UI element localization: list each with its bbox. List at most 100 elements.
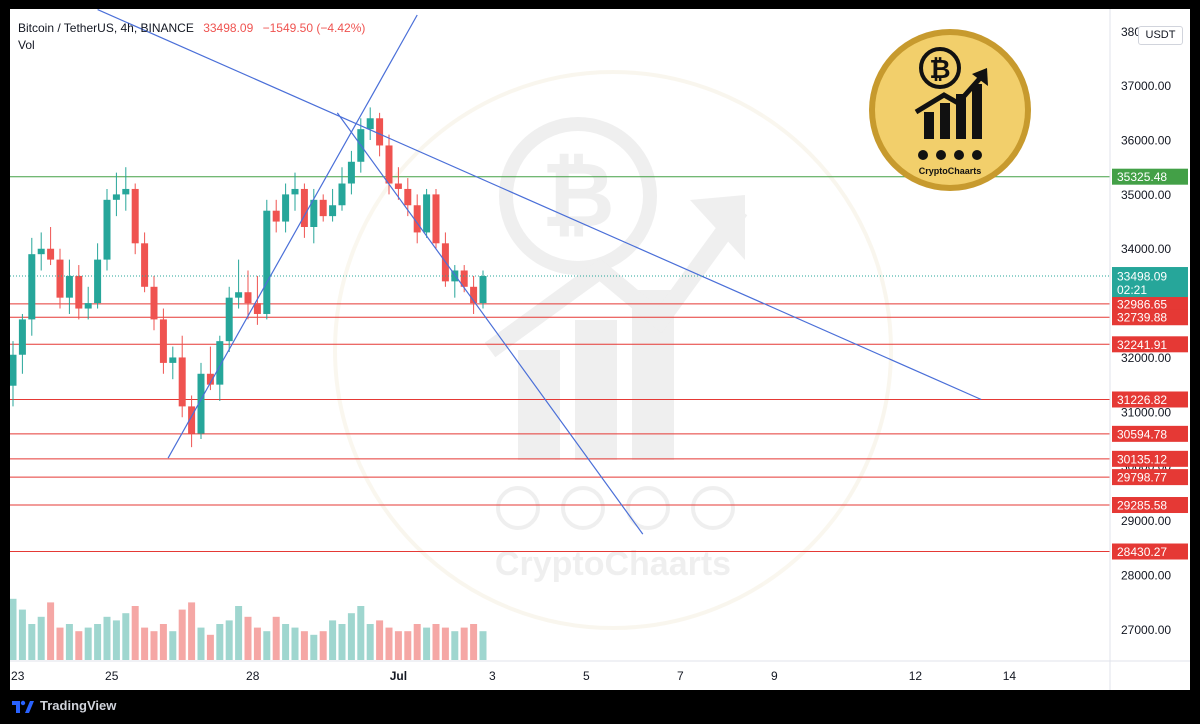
- volume-bar: [404, 631, 412, 660]
- candle-body: [10, 354, 17, 386]
- volume-bar: [169, 631, 177, 660]
- volume-bar: [460, 627, 468, 660]
- candle-body: [376, 118, 384, 146]
- last-price: 33498.09: [203, 21, 254, 35]
- candle-body: [28, 254, 36, 320]
- price-tick-label: 36000.00: [1121, 134, 1171, 148]
- candle-body: [263, 210, 271, 314]
- volume-bar: [357, 606, 365, 660]
- time-tick-label: 3: [489, 669, 496, 683]
- chart-frame: ₿ CryptoChaarts 27000.00 28000.00 29000.00…: [10, 9, 1190, 690]
- level-label-bg-9: [1112, 543, 1188, 560]
- level-label-bg-4: [1112, 391, 1188, 408]
- volume-bar: [206, 634, 214, 660]
- candle-body: [84, 303, 92, 309]
- trendlines[interactable]: [97, 9, 982, 535]
- candle-body: [18, 319, 26, 355]
- volume-bar: [18, 609, 26, 660]
- time-tick-label: Jul: [390, 669, 407, 683]
- candle-body: [300, 188, 308, 227]
- level-label-1: 32986.65: [1117, 297, 1167, 311]
- bitcoin-glyph-icon: ₿: [929, 54, 950, 84]
- candle-body: [423, 194, 431, 233]
- candle-body: [150, 286, 158, 320]
- watermark-telegram-icon: [691, 486, 735, 530]
- ascending-trendline: [167, 14, 418, 459]
- candle-body: [169, 357, 177, 363]
- candle-body: [394, 183, 402, 189]
- time-tick-label: 14: [1003, 669, 1017, 683]
- candle-body: [56, 259, 64, 298]
- volume-bar: [122, 613, 130, 660]
- badge-text: CryptoChaarts: [919, 166, 982, 176]
- volume-bar: [10, 598, 17, 660]
- volume-bar: [159, 624, 167, 660]
- candle-body: [413, 205, 421, 233]
- candle-body: [112, 194, 120, 200]
- candle-body: [188, 406, 196, 434]
- level-label-2: 32739.88: [1117, 311, 1167, 325]
- volume-bar: [131, 606, 139, 660]
- candle-body: [141, 243, 149, 287]
- symbol-title[interactable]: Bitcoin / TetherUS, 4h, BINANCE: [18, 21, 194, 35]
- candle-body: [94, 259, 102, 304]
- time-tick-label: 7: [677, 669, 684, 683]
- candlesticks: [10, 107, 487, 448]
- level-label-5: 30594.78: [1117, 427, 1167, 441]
- watermark-text: CryptoChaarts: [495, 545, 731, 583]
- time-tick-label: 23: [11, 669, 25, 683]
- volume-bar: [94, 624, 102, 660]
- candle-body: [225, 297, 233, 342]
- level-label-bg-1: [1112, 295, 1188, 312]
- level-label-9: 28430.27: [1117, 545, 1167, 559]
- price-tick-label: 34000.00: [1121, 242, 1171, 256]
- candle-body: [206, 373, 214, 385]
- candle-body: [460, 270, 468, 287]
- currency-button[interactable]: USDT: [1138, 26, 1183, 45]
- candle-body: [197, 373, 205, 434]
- current-price-countdown: 02:21: [1117, 283, 1147, 297]
- descending-trendline-long: [97, 9, 982, 401]
- level-label-bg-8: [1112, 497, 1188, 514]
- candle-body: [347, 161, 355, 184]
- volume-bar: [75, 631, 83, 660]
- price-chart[interactable]: ₿ CryptoChaarts 27000.00 28000.00 29000.00…: [10, 9, 1190, 690]
- watermark-bitcoin-glyph: ₿: [541, 146, 614, 246]
- tradingview-brand[interactable]: TradingView: [40, 698, 117, 713]
- volume-bar: [235, 606, 243, 660]
- volume-bars: [10, 598, 487, 660]
- candle-body: [235, 292, 243, 298]
- volume-legend[interactable]: Vol: [18, 38, 35, 52]
- volume-bar: [319, 631, 327, 660]
- volume-bar: [65, 624, 73, 660]
- volume-bar: [413, 624, 421, 660]
- candle-body: [385, 145, 393, 184]
- descending-trendline-steep: [336, 112, 644, 535]
- time-tick-label: 28: [246, 669, 260, 683]
- tradingview-logo-icon[interactable]: [12, 699, 34, 715]
- volume-bar: [394, 631, 402, 660]
- time-tick-label: 5: [583, 669, 590, 683]
- candle-body: [37, 248, 45, 255]
- candle-body: [253, 303, 261, 314]
- instagram-icon: [936, 150, 946, 160]
- volume-bar: [37, 616, 45, 660]
- volume-bar: [432, 624, 440, 660]
- volume-bar: [272, 616, 280, 660]
- watermark-ring-outer: [333, 70, 893, 630]
- candle-body: [432, 194, 440, 244]
- watermark-coin-icon: [499, 117, 657, 275]
- volume-bar: [451, 631, 459, 660]
- watermark-instagram-icon: [561, 486, 605, 530]
- time-tick-label: 9: [771, 669, 778, 683]
- cryptochaarts-badge: ₿ CryptoChaarts: [869, 29, 1031, 191]
- badge-arrowhead-icon: [972, 68, 988, 86]
- price-axis[interactable]: 27000.0028000.0029000.0030000.0031000.00…: [1121, 25, 1171, 637]
- watermark-bar-1: [518, 350, 560, 460]
- volume-bar: [479, 631, 487, 660]
- time-axis[interactable]: 23 25 28 Jul 3 5 7 9 12 14: [11, 669, 1016, 683]
- volume-bar: [291, 627, 299, 660]
- watermark-arrowhead: [690, 195, 745, 260]
